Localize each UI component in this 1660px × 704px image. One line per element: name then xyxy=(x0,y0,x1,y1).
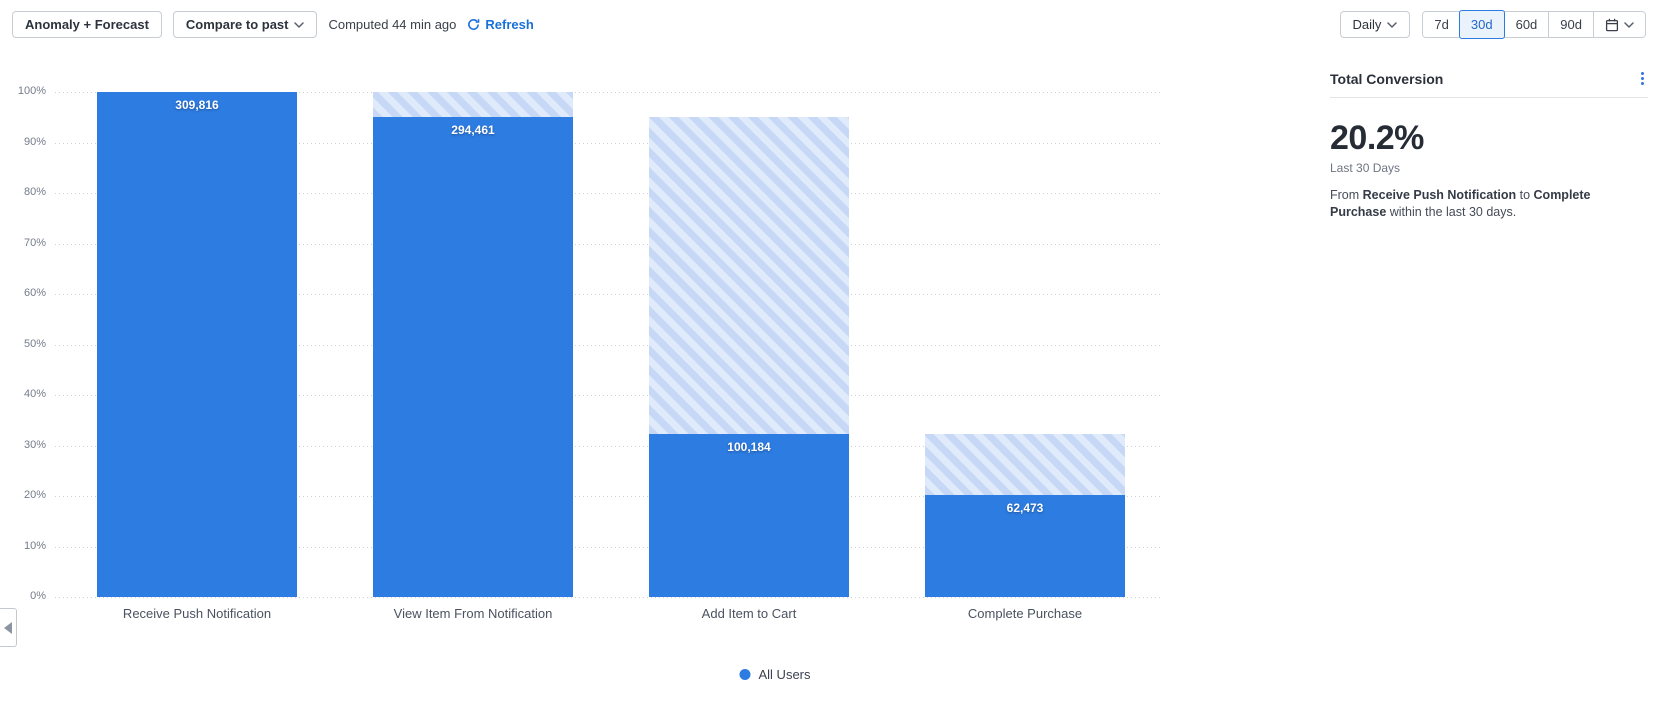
compare-to-past-label: Compare to past xyxy=(185,17,289,32)
x-axis-step-label: Add Item to Cart xyxy=(701,606,797,621)
total-conversion-value: 20.2% xyxy=(1330,119,1424,157)
chevron-down-icon xyxy=(294,21,305,28)
panel-divider xyxy=(1330,97,1648,98)
legend-dot xyxy=(739,669,751,680)
dropoff-hatched-segment[interactable] xyxy=(925,433,1125,496)
chevron-down-icon xyxy=(1624,21,1634,28)
legend-item-all-users[interactable]: All Users xyxy=(739,667,811,682)
x-axis-step-label: Receive Push Notification xyxy=(122,606,272,621)
granularity-dropdown[interactable]: Daily xyxy=(1339,11,1411,38)
range-7d-button[interactable]: 7d xyxy=(1423,12,1460,37)
gridline xyxy=(55,344,1160,346)
kebab-menu-icon[interactable] xyxy=(1637,70,1648,87)
dropoff-hatched-segment[interactable] xyxy=(373,92,573,118)
x-axis-step-label: View Item From Notification xyxy=(393,606,553,621)
from-step-name: Receive Push Notification xyxy=(1362,188,1517,202)
anomaly-forecast-button[interactable]: Anomaly + Forecast xyxy=(12,11,162,38)
bar-value-label: 62,473 xyxy=(1006,501,1044,516)
y-axis-tick-label: 40% xyxy=(23,388,46,400)
y-axis-tick-label: 10% xyxy=(23,539,46,552)
y-axis-tick-label: 70% xyxy=(23,236,46,249)
dropoff-hatched-segment[interactable] xyxy=(649,117,849,434)
y-axis-tick-label: 100% xyxy=(17,85,46,97)
y-axis-tick-label: 50% xyxy=(23,337,46,350)
range-90d-button[interactable]: 90d xyxy=(1548,12,1593,37)
gridline xyxy=(55,92,1160,93)
funnel-step-bar: 100,184 xyxy=(649,92,849,597)
collapse-panel-button[interactable] xyxy=(0,608,17,647)
funnel-chart: 309,816 294,461 100,184 62,473 All Users 0%… xyxy=(17,85,1160,682)
granularity-label: Daily xyxy=(1352,17,1382,32)
refresh-label: Refresh xyxy=(485,17,534,32)
plot-area: 309,816 294,461 100,184 62,473 xyxy=(55,92,1160,598)
bar-value-label: 294,461 xyxy=(451,123,495,138)
chevron-down-icon xyxy=(1387,21,1398,28)
range-30d-button[interactable]: 30d xyxy=(1458,10,1505,39)
funnel-step-bar: 309,816 xyxy=(97,92,297,597)
converted-solid-segment[interactable]: 294,461 xyxy=(373,117,573,597)
panel-title: Total Conversion xyxy=(1330,70,1444,87)
gridline xyxy=(55,142,1160,144)
gridline xyxy=(55,243,1160,245)
y-axis-tick-label: 60% xyxy=(23,287,46,299)
conversion-description: From Receive Push Notification to Comple… xyxy=(1330,188,1591,219)
converted-solid-segment[interactable]: 309,816 xyxy=(97,92,297,597)
custom-date-range-button[interactable] xyxy=(1593,12,1645,37)
gridline xyxy=(55,445,1160,447)
y-axis-tick-label: 0% xyxy=(30,590,46,602)
chevron-left-icon xyxy=(4,621,12,634)
calendar-icon xyxy=(1605,18,1619,32)
bar-value-label: 100,184 xyxy=(727,439,771,454)
y-axis-tick-label: 30% xyxy=(23,438,46,451)
funnel-step-bar: 294,461 xyxy=(373,92,573,597)
gridline xyxy=(55,294,1160,295)
toolbar-right: Daily 7d 30d 60d 90d xyxy=(1339,10,1646,39)
total-conversion-panel: Total Conversion 20.2% Last 30 Days From… xyxy=(1330,70,1648,221)
gridline xyxy=(55,546,1160,548)
bar-value-label: 309,816 xyxy=(175,98,219,112)
funnel-step-bar: 62,473 xyxy=(925,92,1125,597)
gridline xyxy=(55,597,1160,598)
refresh-icon xyxy=(467,18,480,31)
to-step-name: Complete Purchase xyxy=(1330,188,1591,219)
computed-timestamp: Computed 44 min ago xyxy=(328,17,457,32)
converted-solid-segment[interactable]: 100,184 xyxy=(649,433,849,597)
legend-label: All Users xyxy=(758,667,811,682)
anomaly-forecast-label: Anomaly + Forecast xyxy=(25,17,149,32)
gridline xyxy=(55,193,1160,194)
y-axis-tick-label: 80% xyxy=(23,186,46,198)
gridline xyxy=(55,496,1160,497)
conversion-period: Last 30 Days xyxy=(1330,161,1401,175)
panel-header: Total Conversion xyxy=(1330,70,1648,87)
x-axis-step-label: Complete Purchase xyxy=(967,606,1083,621)
converted-solid-segment[interactable]: 62,473 xyxy=(925,495,1125,597)
toolbar-left: Anomaly + Forecast Compare to past Compu… xyxy=(12,11,534,38)
compare-to-past-dropdown[interactable]: Compare to past xyxy=(172,11,318,38)
y-axis-tick-label: 20% xyxy=(23,489,46,501)
date-range-group: 7d 30d 60d 90d xyxy=(1422,10,1646,39)
gridline xyxy=(55,395,1160,396)
y-axis-tick-label: 90% xyxy=(23,135,46,148)
refresh-button[interactable]: Refresh xyxy=(467,17,534,32)
range-60d-button[interactable]: 60d xyxy=(1503,12,1549,37)
